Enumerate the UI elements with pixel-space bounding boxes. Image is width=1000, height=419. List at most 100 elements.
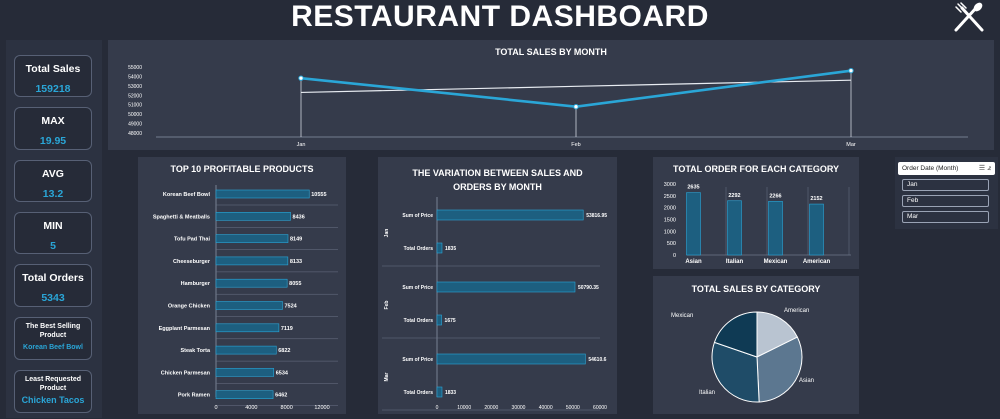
data-label: 2635	[687, 185, 699, 191]
data-label: 54610.6	[588, 357, 606, 363]
panel-sales-by-month: TOTAL SALES BY MONTH 55000 54000 53000 5200…	[108, 40, 994, 150]
bar	[436, 353, 586, 365]
data-label: 6534	[276, 370, 289, 376]
y-tick-label: 0	[673, 253, 676, 259]
kpi-label: Least Requested Product	[24, 376, 82, 392]
bar	[215, 390, 274, 399]
kpi-value: 13.2	[42, 188, 64, 200]
bar	[215, 301, 283, 310]
y-tick-label: 1000	[664, 229, 676, 235]
bar	[436, 281, 576, 293]
y-tick-label: 49000	[128, 122, 142, 128]
slicer-header: Order Date (Month) ☰ ⦨	[898, 162, 995, 175]
data-label: 2266	[769, 193, 781, 199]
x-tick-label: 8000	[281, 405, 293, 411]
category-label: Korean Beef Bowl	[163, 192, 211, 198]
dashboard-title: RESTAURANT DASHBOARD	[291, 0, 709, 33]
category-label: Chicken Parmesan	[161, 370, 211, 376]
category-label: Eggplant Parmesan	[159, 326, 211, 332]
y-tick-label: 53000	[128, 84, 142, 90]
kpi-value: 5343	[41, 292, 65, 304]
column-chart: 3000 2500 2000 1500 1000 500 0 2635 Asian 2292 Ita…	[664, 182, 851, 265]
data-label: 8149	[290, 237, 302, 243]
data-point	[573, 103, 579, 110]
y-tick-label: 54000	[128, 74, 142, 80]
grouped-bar-chart: Jan Sum of Price 53816.95 Total Orders 1835 F…	[382, 197, 607, 411]
pie-slice	[713, 311, 758, 358]
slice-label: Mexican	[671, 313, 693, 319]
category-label: Cheeseburger	[173, 259, 211, 265]
data-point	[848, 67, 854, 74]
pie-slice	[756, 336, 803, 403]
bar	[215, 189, 310, 199]
y-tick-label: 52000	[128, 93, 142, 99]
y-tick-label: 55000	[128, 65, 142, 71]
pie-slice	[711, 341, 760, 403]
slice-label: Italian	[699, 390, 715, 396]
kpi-label: AVG	[42, 168, 64, 180]
x-tick-label: Mexican	[764, 259, 788, 265]
bar	[436, 242, 443, 254]
x-tick-label: 12000	[314, 405, 329, 411]
x-tick-label: Asian	[685, 259, 702, 265]
x-tick-label: 40000	[539, 405, 553, 411]
bar	[727, 200, 742, 256]
kpi-value: Korean Beef Bowl	[23, 344, 83, 351]
chart-title: TOTAL SALES BY MONTH	[495, 47, 607, 57]
bar	[809, 203, 824, 256]
series-label: Sum of Price	[402, 213, 433, 219]
kpi-label: Total Sales	[25, 63, 81, 75]
data-label: 1835	[445, 246, 456, 252]
month-slicer: Order Date (Month) ☰ ⦨ Jan Feb Mar	[895, 157, 998, 229]
panel-top10-products: TOP 10 PROFITABLE PRODUCTS Korean Beef B…	[138, 157, 346, 414]
multi-select-filter-icon[interactable]: ☰ ⦨	[978, 165, 991, 172]
bar	[215, 368, 275, 377]
y-tick-label: 50000	[128, 112, 142, 118]
sales-line	[300, 69, 852, 108]
x-tick-label: 0	[214, 405, 217, 411]
category-label: Pork Ramen	[178, 393, 211, 399]
y-tick-label: 3000	[664, 182, 676, 188]
slicer-item-feb[interactable]: Feb	[902, 195, 989, 207]
x-tick-label: Feb	[571, 142, 580, 148]
y-tick-label: 1500	[664, 218, 676, 224]
kpi-total-orders: Total Orders 5343	[14, 264, 92, 307]
bar	[215, 278, 288, 288]
chart-title: TOTAL ORDER FOR EACH CATEGORY	[672, 164, 839, 174]
slicer-item-mar[interactable]: Mar	[902, 211, 989, 223]
kpi-least-requested: Least Requested Product Chicken Tacos	[14, 370, 92, 413]
x-tick-label: American	[803, 259, 831, 265]
kpi-min: MIN 5	[14, 212, 92, 254]
kpi-value: 19.95	[39, 135, 67, 147]
series-label: Sum of Price	[402, 357, 433, 363]
data-label: 8055	[289, 281, 301, 287]
category-label: Orange Chicken	[168, 304, 211, 310]
data-point	[298, 75, 304, 81]
kpi-avg: AVG 13.2	[14, 160, 92, 202]
kpi-label: Total Orders	[22, 272, 84, 284]
x-tick-label: 20000	[484, 405, 498, 411]
kpi-value: Chicken Tacos	[21, 395, 85, 405]
bar	[686, 192, 701, 256]
kpi-total-sales: Total Sales 159218	[14, 55, 92, 97]
data-label: 8436	[293, 214, 305, 220]
bar	[436, 386, 443, 398]
series-label: Total Orders	[404, 390, 434, 396]
slicer-item-jan[interactable]: Jan	[902, 179, 989, 191]
pie-slice	[756, 311, 799, 358]
category-label: Tofu Pad Thai	[174, 237, 210, 243]
pie-chart: American Asian Italian Mexican	[671, 308, 814, 403]
x-tick-label: 4000	[245, 405, 257, 411]
y-tick-label: 2500	[664, 194, 676, 200]
month-label: Mar	[384, 373, 390, 382]
x-tick-label: 50000	[566, 405, 580, 411]
kpi-label: MAX	[41, 115, 65, 127]
bar-chart: Korean Beef Bowl 10555 Spaghetti & Meatbal…	[153, 185, 338, 411]
chart-title: THE VARIATION BETWEEN SALES AND ORDERS BY…	[412, 168, 583, 192]
kpi-best-selling: The Best Selling Product Korean Beef Bowl	[14, 317, 92, 360]
x-tick-label: Italian	[726, 259, 744, 265]
bar	[215, 345, 277, 355]
data-label: 1675	[445, 318, 456, 324]
data-label: 2152	[810, 196, 822, 202]
bar	[436, 314, 442, 326]
